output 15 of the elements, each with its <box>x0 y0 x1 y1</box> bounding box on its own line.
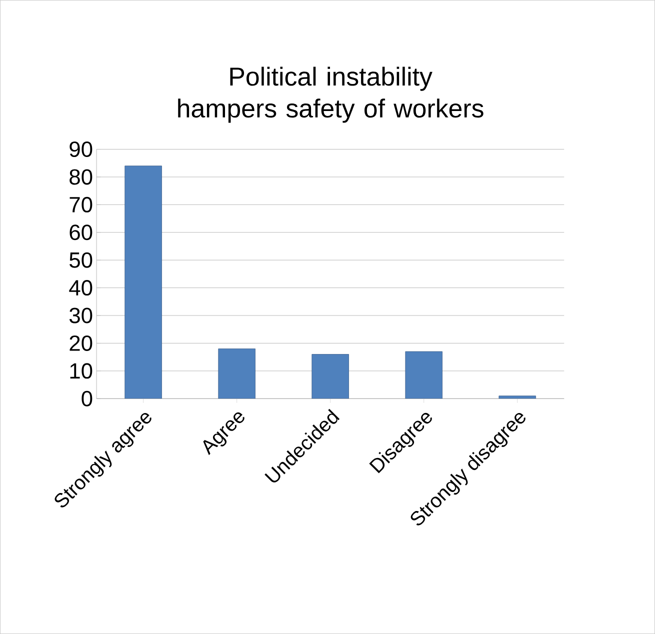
y-tick-label: 10 <box>70 363 92 379</box>
bar <box>218 348 256 399</box>
bar <box>124 166 162 399</box>
bar <box>405 351 442 399</box>
y-tick-label: 90 <box>70 141 92 158</box>
y-tick-label: 20 <box>70 335 92 351</box>
bar <box>312 354 349 399</box>
y-tick-label: 70 <box>70 196 92 212</box>
y-tick-label: 0 <box>82 390 92 406</box>
y-tick-label: 40 <box>69 280 92 296</box>
y-tick-label: 50 <box>70 252 92 268</box>
y-tick-label: 80 <box>70 169 92 185</box>
chart-title: Political instability hampers safety of workers <box>178 66 484 123</box>
y-tick-label: 60 <box>70 224 92 240</box>
y-tick-label: 30 <box>69 308 92 324</box>
